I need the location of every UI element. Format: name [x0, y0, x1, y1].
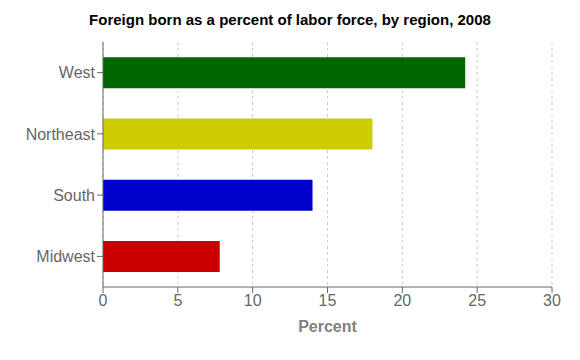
- svg-text:0: 0: [99, 292, 108, 309]
- svg-text:15: 15: [319, 292, 337, 309]
- svg-text:20: 20: [393, 292, 411, 309]
- svg-text:Midwest: Midwest: [36, 248, 95, 265]
- svg-text:10: 10: [244, 292, 262, 309]
- svg-text:Percent: Percent: [298, 318, 357, 335]
- svg-text:Northeast: Northeast: [26, 126, 96, 143]
- svg-text:South: South: [53, 187, 95, 204]
- svg-text:30: 30: [543, 292, 561, 309]
- svg-text:West: West: [59, 64, 96, 81]
- svg-text:25: 25: [468, 292, 486, 309]
- svg-text:5: 5: [173, 292, 182, 309]
- html-text:Foreign born as a percent of l: Foreign born as a percent of labor force…: [89, 11, 491, 28]
